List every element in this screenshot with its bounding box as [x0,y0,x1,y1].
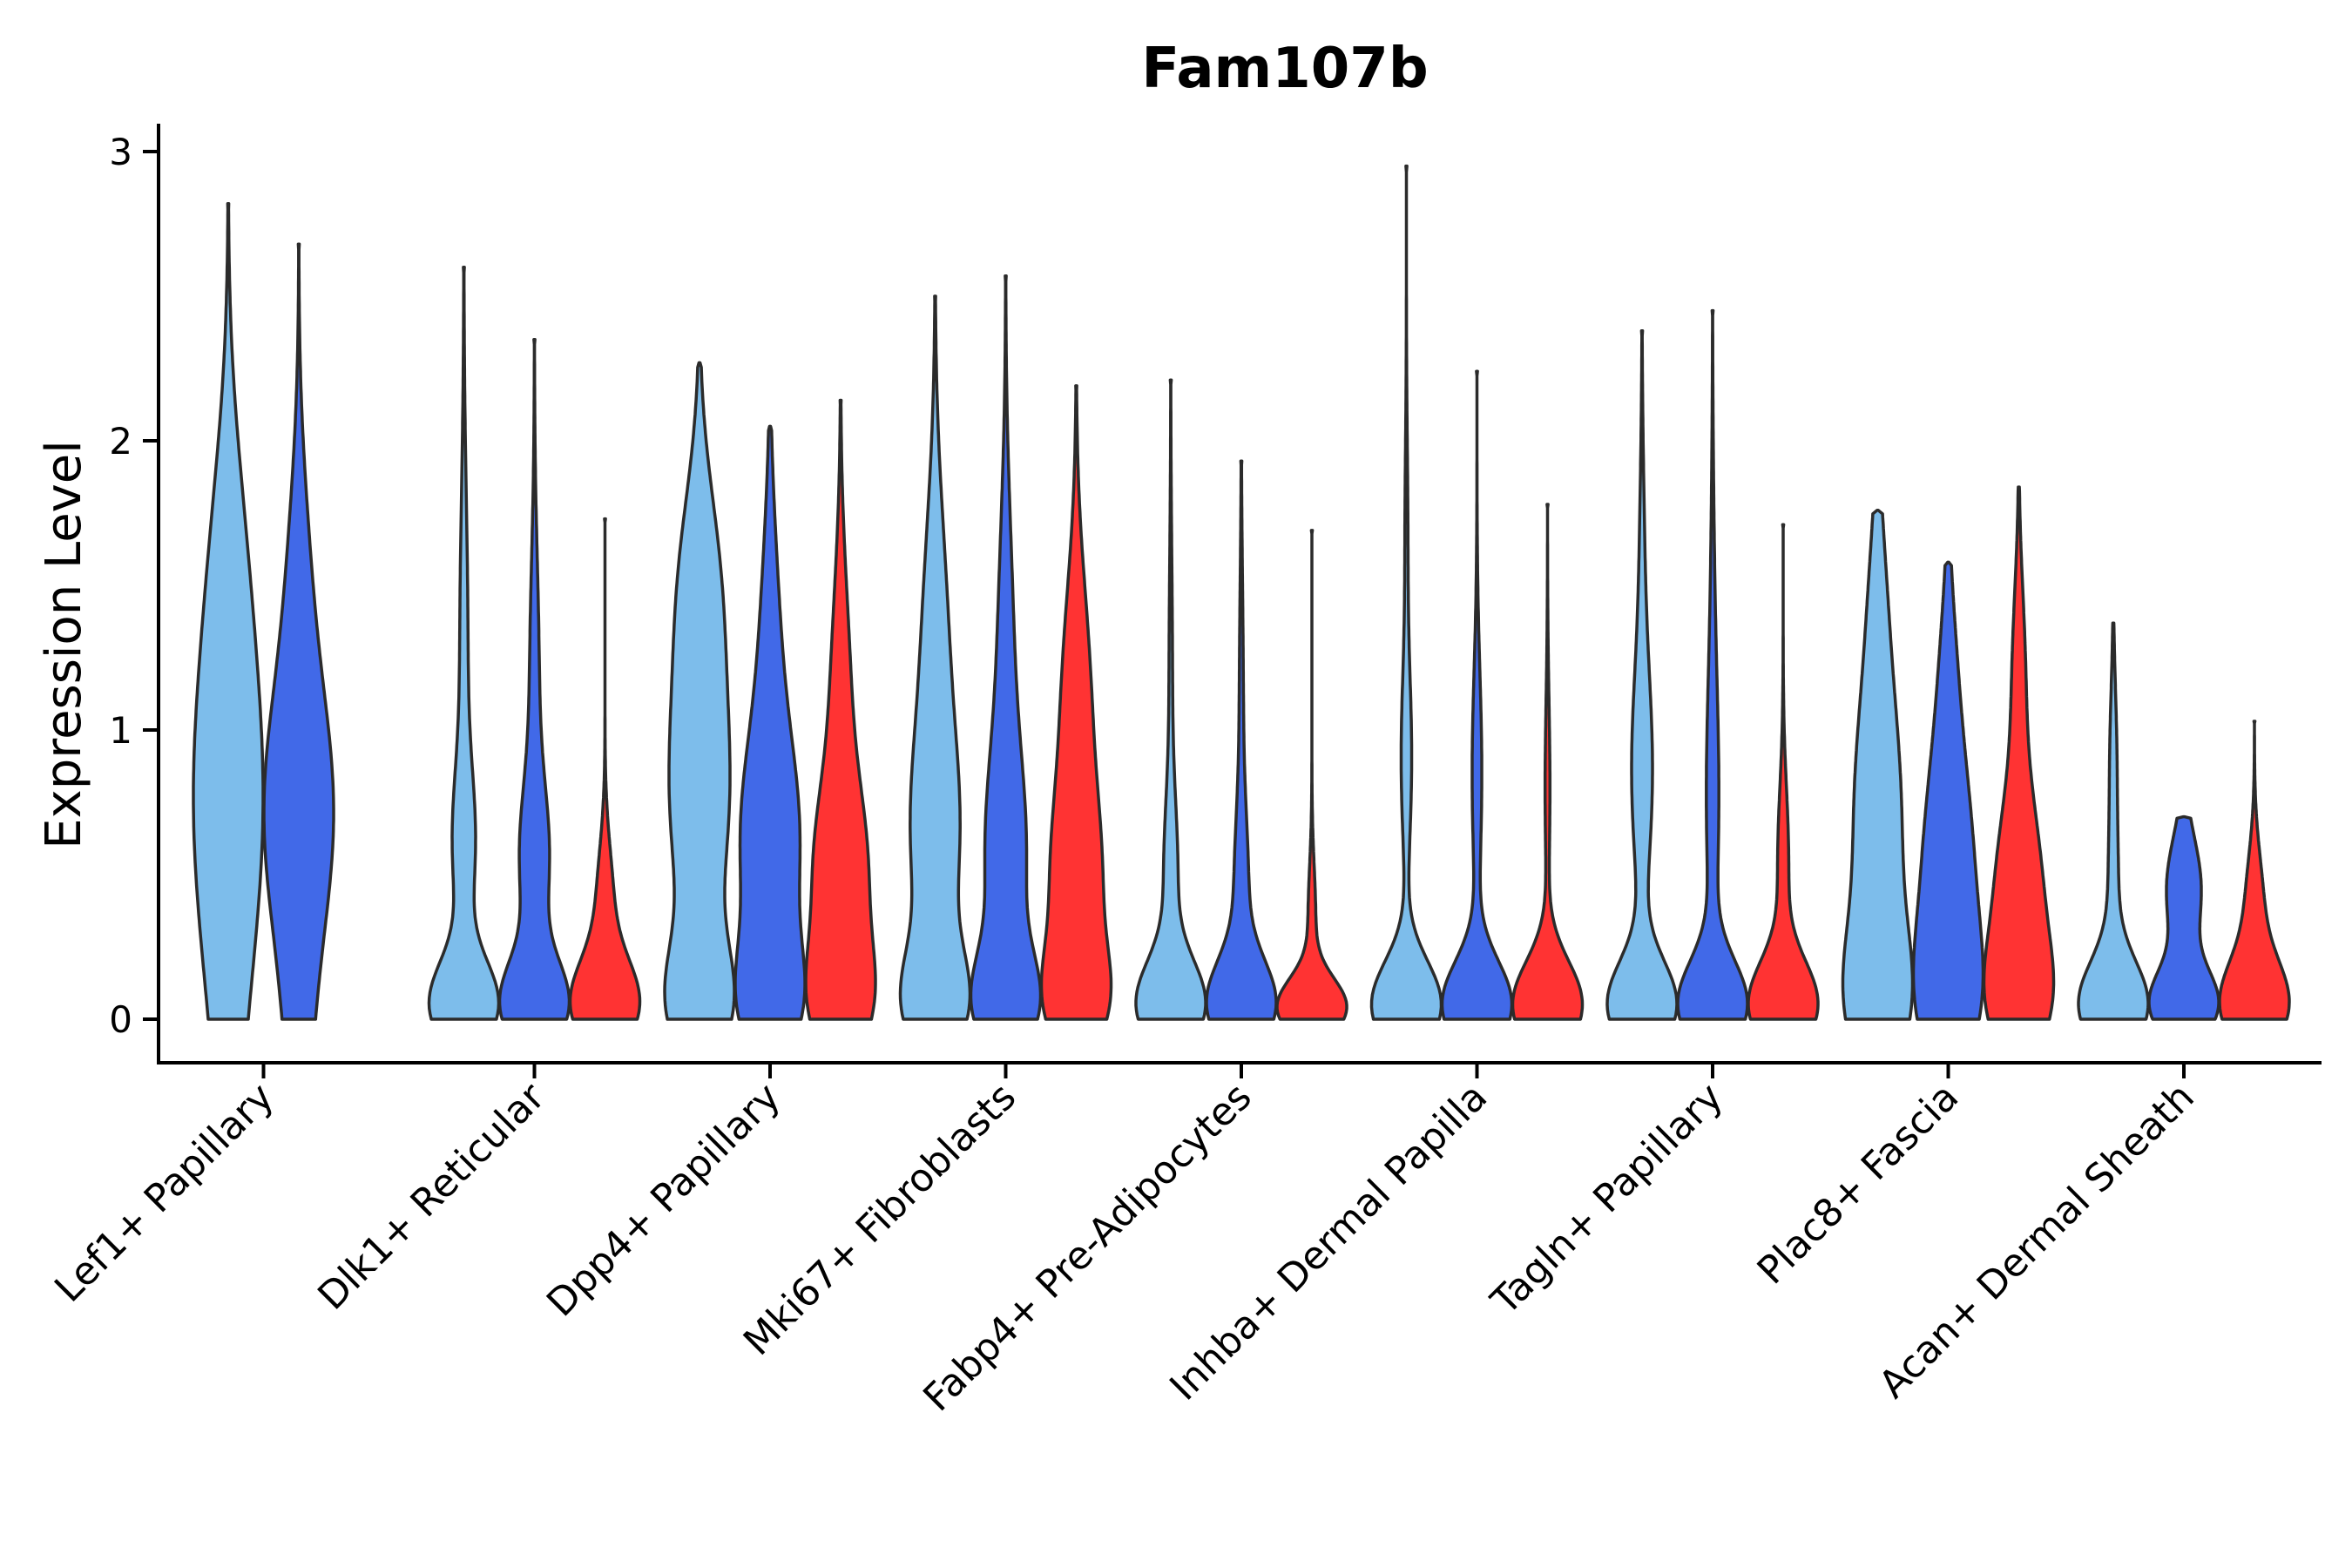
violin-group-2 [262,242,335,1021]
violin-group-2 [1440,369,1514,1021]
y-axis-label: Expression Level [36,440,92,849]
violin-group-1 [1841,508,1915,1021]
x-tick-label: Dpp4+ Papillary [538,1075,789,1326]
violin-layer [192,164,2291,1021]
violin-group-3 [1982,485,2056,1021]
violin-group-3 [1275,529,1348,1021]
violin-group-1 [1369,164,1443,1021]
y-tick-label: 0 [109,998,132,1041]
y-tick-label: 3 [109,131,132,173]
violin-group-2 [1911,560,1985,1021]
violin-group-1 [2077,621,2150,1021]
violin-group-3 [568,517,642,1021]
x-tick-label: Plac8+ Fascia [1749,1075,1968,1294]
y-tick-label: 1 [109,709,132,752]
violin-group-1 [663,361,736,1021]
violin-group-1 [1605,329,1679,1021]
violin-group-2 [1205,459,1278,1021]
violin-group-2 [969,274,1043,1021]
x-tick-label: Dlk1+ Reticular [309,1074,554,1319]
violin-group-3 [1747,523,1820,1021]
violin-group-1 [427,266,501,1021]
violin-group-3 [2218,720,2291,1021]
y-axis-ticks: 0 1 2 3 [109,131,159,1041]
violin-group-3 [804,398,877,1021]
chart-title: Fam107b [1141,37,1428,101]
x-tick-label: Lef1+ Papillary [46,1075,282,1311]
violin-group-1 [898,294,972,1021]
x-tick-label: Mki67+ Fibroblasts [735,1075,1024,1364]
violin-group-2 [1676,308,1749,1021]
violin-group-1 [192,202,265,1021]
violin-group-2 [733,424,807,1021]
violin-group-2 [497,338,571,1021]
violin-group-3 [1039,384,1113,1021]
x-tick-label: Tagln+ Papillary [1483,1075,1732,1324]
violin-group-1 [1134,378,1207,1021]
violin-group-3 [1511,503,1585,1021]
violin-group-2 [2147,814,2220,1021]
y-tick-label: 2 [109,420,132,463]
